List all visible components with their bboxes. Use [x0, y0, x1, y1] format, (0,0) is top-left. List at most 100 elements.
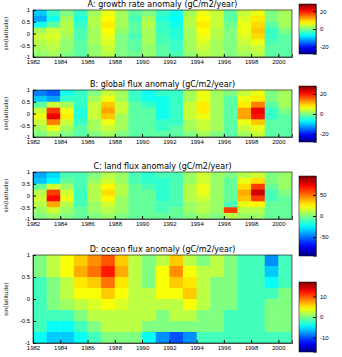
y-tick-mark [33, 34, 36, 35]
y-tick-label: -0.5 [20, 123, 31, 129]
colorbar-tick-label: -20 [320, 131, 329, 137]
cell [197, 201, 211, 207]
cell [251, 299, 265, 311]
cell [156, 108, 170, 114]
cell [88, 131, 102, 137]
cell [115, 332, 129, 343]
cell [74, 288, 88, 300]
colorbar-tick-label: 0 [320, 314, 324, 320]
cell [278, 131, 292, 137]
cell [183, 255, 197, 267]
cell [169, 201, 183, 207]
cell [33, 34, 47, 40]
x-tick-mark [60, 134, 61, 137]
cell [210, 190, 224, 196]
y-tick: 0 [27, 296, 36, 302]
cell [128, 207, 142, 213]
colorbar-tick: 0 [313, 314, 324, 320]
x-tick: 1998 [245, 216, 259, 227]
cell [142, 45, 156, 51]
cell [183, 184, 197, 190]
cell [101, 10, 115, 16]
cell [169, 288, 183, 300]
cell [183, 10, 197, 16]
cell [224, 255, 238, 267]
cell [169, 96, 183, 102]
cell [142, 321, 156, 333]
x-tick-label: 1988 [109, 221, 123, 227]
cell [60, 277, 74, 289]
colorbar-tick: -10 [313, 335, 329, 341]
cell [128, 119, 142, 125]
cell [169, 172, 183, 178]
y-tick-mark [33, 22, 36, 23]
cell [156, 201, 170, 207]
cell [278, 201, 292, 207]
cell [142, 96, 156, 102]
cell [101, 119, 115, 125]
cell [265, 190, 279, 196]
cell [237, 131, 251, 137]
cell [88, 277, 102, 289]
cell [265, 39, 279, 45]
cell [115, 34, 129, 40]
cell [101, 172, 115, 178]
x-tick: 1990 [136, 216, 150, 227]
cell [251, 178, 265, 184]
cell [224, 207, 238, 213]
cell [210, 34, 224, 40]
y-axis: -1-0.500.51 [20, 169, 36, 222]
x-tick: 1986 [81, 340, 95, 351]
cells [33, 255, 292, 343]
y-tick-label: 0.5 [22, 99, 31, 105]
cell [101, 108, 115, 114]
x-tick-label: 1986 [81, 221, 95, 227]
cell [251, 10, 265, 16]
colorbar-tick-label: 50 [320, 192, 327, 198]
cell [88, 178, 102, 184]
cell [47, 28, 61, 34]
cell [88, 288, 102, 300]
cell [210, 96, 224, 102]
x-tick-mark [224, 134, 225, 137]
colorbar-tick-label: -50 [320, 234, 329, 240]
colorbar-tick: 0 [313, 111, 324, 117]
y-tick-mark [33, 102, 36, 103]
cell [183, 196, 197, 202]
cell [169, 45, 183, 51]
cell [278, 255, 292, 267]
y-tick-label: -1 [25, 216, 31, 222]
cell [197, 34, 211, 40]
cell [33, 28, 47, 34]
cell [265, 22, 279, 28]
y-tick: 1 [27, 87, 36, 93]
cell [115, 102, 129, 108]
cell [265, 201, 279, 207]
cell [88, 51, 102, 57]
cell [265, 332, 279, 343]
cell [115, 207, 129, 213]
x-tick: 2000 [272, 340, 286, 351]
cell [251, 201, 265, 207]
cell [60, 90, 74, 96]
cell [197, 28, 211, 34]
cell [88, 114, 102, 120]
cell [74, 266, 88, 278]
cell [251, 108, 265, 114]
cell [101, 45, 115, 51]
cell [142, 108, 156, 114]
cell [88, 213, 102, 219]
cell [88, 310, 102, 322]
cell [251, 213, 265, 219]
cell [183, 266, 197, 278]
cell [237, 201, 251, 207]
cell [278, 213, 292, 219]
cell [115, 266, 129, 278]
y-tick-label: 1 [27, 169, 31, 175]
cell [278, 34, 292, 40]
cell [224, 39, 238, 45]
y-label: sin(latitude) [3, 179, 9, 212]
x-tick-label: 1994 [190, 59, 204, 65]
cell [197, 51, 211, 57]
cell [237, 299, 251, 311]
